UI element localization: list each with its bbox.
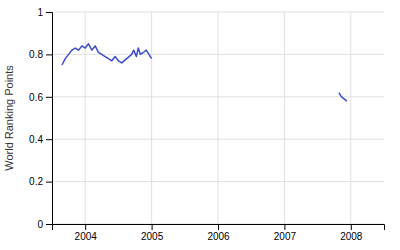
- x-tick-mark: [152, 224, 153, 230]
- x-tick-label: 2004: [75, 231, 98, 242]
- x-tick: 2004: [75, 224, 98, 242]
- grid-line: [218, 12, 219, 224]
- grid-line: [85, 12, 86, 224]
- y-tick-label: 0.6: [29, 92, 43, 103]
- x-tick: 2008: [340, 224, 363, 242]
- x-tick-mark: [218, 224, 219, 230]
- y-tick-label: 0: [37, 219, 43, 230]
- y-axis-title: World Ranking Points: [3, 65, 15, 171]
- x-tick-label: 2008: [340, 231, 363, 242]
- lines: [62, 44, 347, 101]
- y-tick-mark: [46, 139, 52, 140]
- grid-line: [284, 12, 285, 224]
- x-tick-mark: [85, 224, 86, 230]
- y-tick: 1: [37, 7, 52, 18]
- y-tick-mark: [46, 54, 52, 55]
- grid: [52, 12, 384, 224]
- chart: 2004 2005 2006 2007 2008 0 0.2 0.4 0.6 0.8 1 World …: [0, 0, 400, 250]
- y-axis: 0 0.2 0.4 0.6 0.8 1: [29, 7, 52, 230]
- x-tick: 2006: [207, 224, 230, 242]
- x-tick-label: 2005: [141, 231, 164, 242]
- x-axis-line: [53, 225, 385, 231]
- x-tick-label: 2006: [207, 231, 230, 242]
- y-tick-label: 1: [37, 7, 43, 18]
- y-tick: 0.6: [29, 92, 52, 103]
- x-tick: 2005: [141, 224, 164, 242]
- x-axis: 2004 2005 2006 2007 2008: [53, 224, 385, 242]
- y-tick-mark: [46, 12, 52, 13]
- y-tick: 0.4: [29, 134, 52, 145]
- y-tick-label: 0.4: [29, 134, 43, 145]
- x-tick-mark: [284, 224, 285, 230]
- line: [339, 93, 347, 101]
- grid-line: [350, 12, 351, 224]
- x-tick-label: 2007: [274, 231, 297, 242]
- grid-line: [151, 12, 152, 224]
- y-tick-mark: [46, 224, 52, 225]
- y-tick: 0.2: [29, 176, 52, 187]
- x-tick-mark: [351, 224, 352, 230]
- y-axis-line: [46, 13, 53, 225]
- chart-container: 2004 2005 2006 2007 2008 0 0.2 0.4 0.6 0.8 1 World …: [0, 0, 400, 250]
- x-tick: 2007: [274, 224, 297, 242]
- y-tick-mark: [46, 182, 52, 183]
- line: [62, 44, 152, 65]
- plot: 2004 2005 2006 2007 2008 0 0.2 0.4 0.6 0.8 1: [29, 7, 384, 242]
- y-tick: 0: [37, 219, 52, 230]
- y-tick-mark: [46, 97, 52, 98]
- y-tick: 0.8: [29, 49, 52, 60]
- y-tick-label: 0.8: [29, 49, 43, 60]
- y-tick-label: 0.2: [29, 176, 43, 187]
